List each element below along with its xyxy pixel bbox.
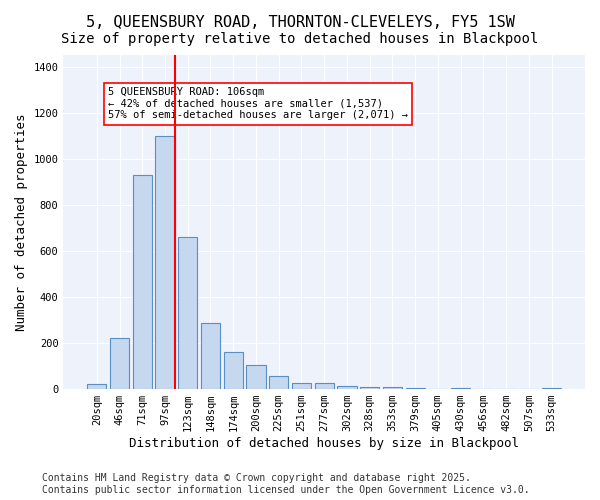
Bar — [383, 387, 402, 389]
Bar — [406, 388, 425, 389]
Y-axis label: Number of detached properties: Number of detached properties — [15, 114, 28, 331]
Bar — [451, 388, 470, 389]
Bar — [224, 352, 243, 389]
Bar — [133, 175, 152, 389]
Bar — [314, 384, 334, 389]
Text: 5, QUEENSBURY ROAD, THORNTON-CLEVELEYS, FY5 1SW: 5, QUEENSBURY ROAD, THORNTON-CLEVELEYS, … — [86, 15, 514, 30]
Bar — [87, 384, 106, 389]
Bar — [247, 365, 266, 389]
Bar — [110, 338, 129, 389]
Bar — [178, 237, 197, 389]
Text: Size of property relative to detached houses in Blackpool: Size of property relative to detached ho… — [61, 32, 539, 46]
Bar — [201, 324, 220, 389]
Bar — [155, 136, 175, 389]
Bar — [360, 387, 379, 389]
Bar — [542, 388, 561, 389]
Bar — [269, 376, 289, 389]
Bar — [337, 386, 356, 389]
X-axis label: Distribution of detached houses by size in Blackpool: Distribution of detached houses by size … — [129, 437, 519, 450]
Text: Contains HM Land Registry data © Crown copyright and database right 2025.
Contai: Contains HM Land Registry data © Crown c… — [42, 474, 530, 495]
Text: 5 QUEENSBURY ROAD: 106sqm
← 42% of detached houses are smaller (1,537)
57% of se: 5 QUEENSBURY ROAD: 106sqm ← 42% of detac… — [108, 88, 408, 120]
Bar — [292, 384, 311, 389]
